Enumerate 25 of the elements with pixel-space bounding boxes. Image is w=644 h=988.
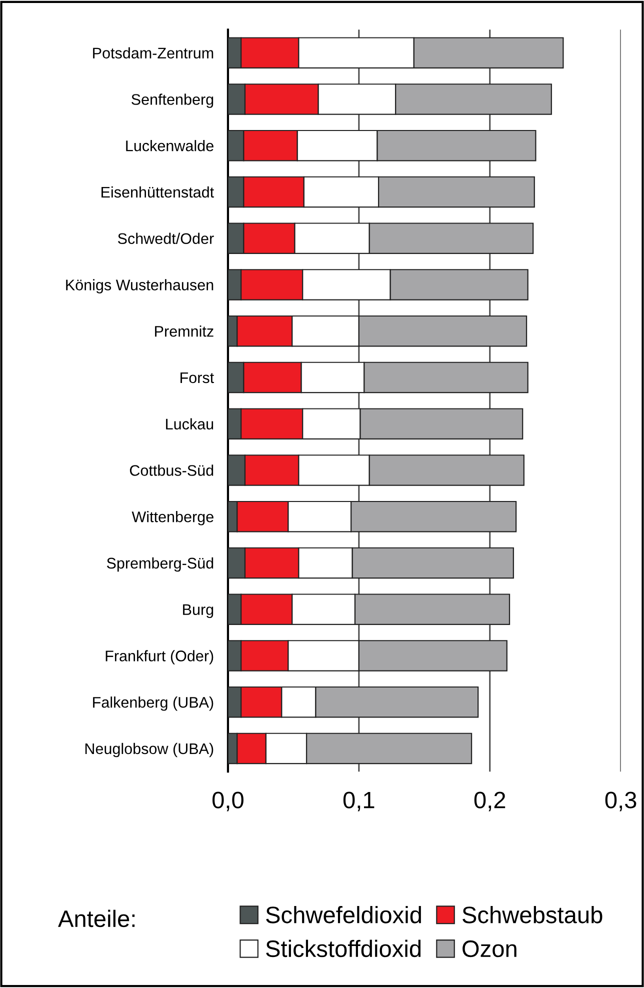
y-tick-label: Schwedt/Oder: [118, 232, 214, 244]
y-tick-label: Falkenberg (UBA): [93, 696, 214, 711]
y-tick-label: Luckau: [166, 418, 214, 430]
legend-label: Stickstoffdioxid: [266, 940, 421, 958]
x-tick-label: 0,2: [474, 792, 506, 812]
legend-label: Ozon: [462, 940, 516, 958]
x-tick-label: 0,1: [343, 792, 374, 812]
y-tick-label: Königs Wusterhausen: [66, 279, 214, 294]
y-tick-label: Neuglobsow (UBA): [85, 742, 214, 758]
legend-label: Schwefeldioxid: [266, 906, 421, 924]
y-tick-label: Cottbus-Süd: [130, 464, 214, 476]
y-tick-label: Forst: [180, 372, 214, 384]
y-tick-label: Burg: [183, 604, 214, 618]
y-tick-label: Frankfurt (Oder): [106, 650, 214, 664]
y-tick-label: Potsdam-Zentrum: [93, 47, 214, 59]
legend-label: Schwebstaub: [462, 906, 602, 924]
y-tick-label: Luckenwalde: [126, 140, 214, 152]
legend-title: Anteile:: [58, 910, 135, 928]
x-tick-label: 0,0: [212, 792, 244, 812]
y-tick-label: Spremberg-Süd: [106, 557, 214, 572]
x-tick-label: 0,3: [605, 792, 636, 812]
y-tick-label: Senftenberg: [132, 94, 214, 108]
y-tick-label: Eisenhüttenstadt: [102, 186, 214, 198]
y-tick-label: Premnitz: [155, 326, 214, 337]
y-tick-label: Wittenberge: [132, 511, 214, 526]
